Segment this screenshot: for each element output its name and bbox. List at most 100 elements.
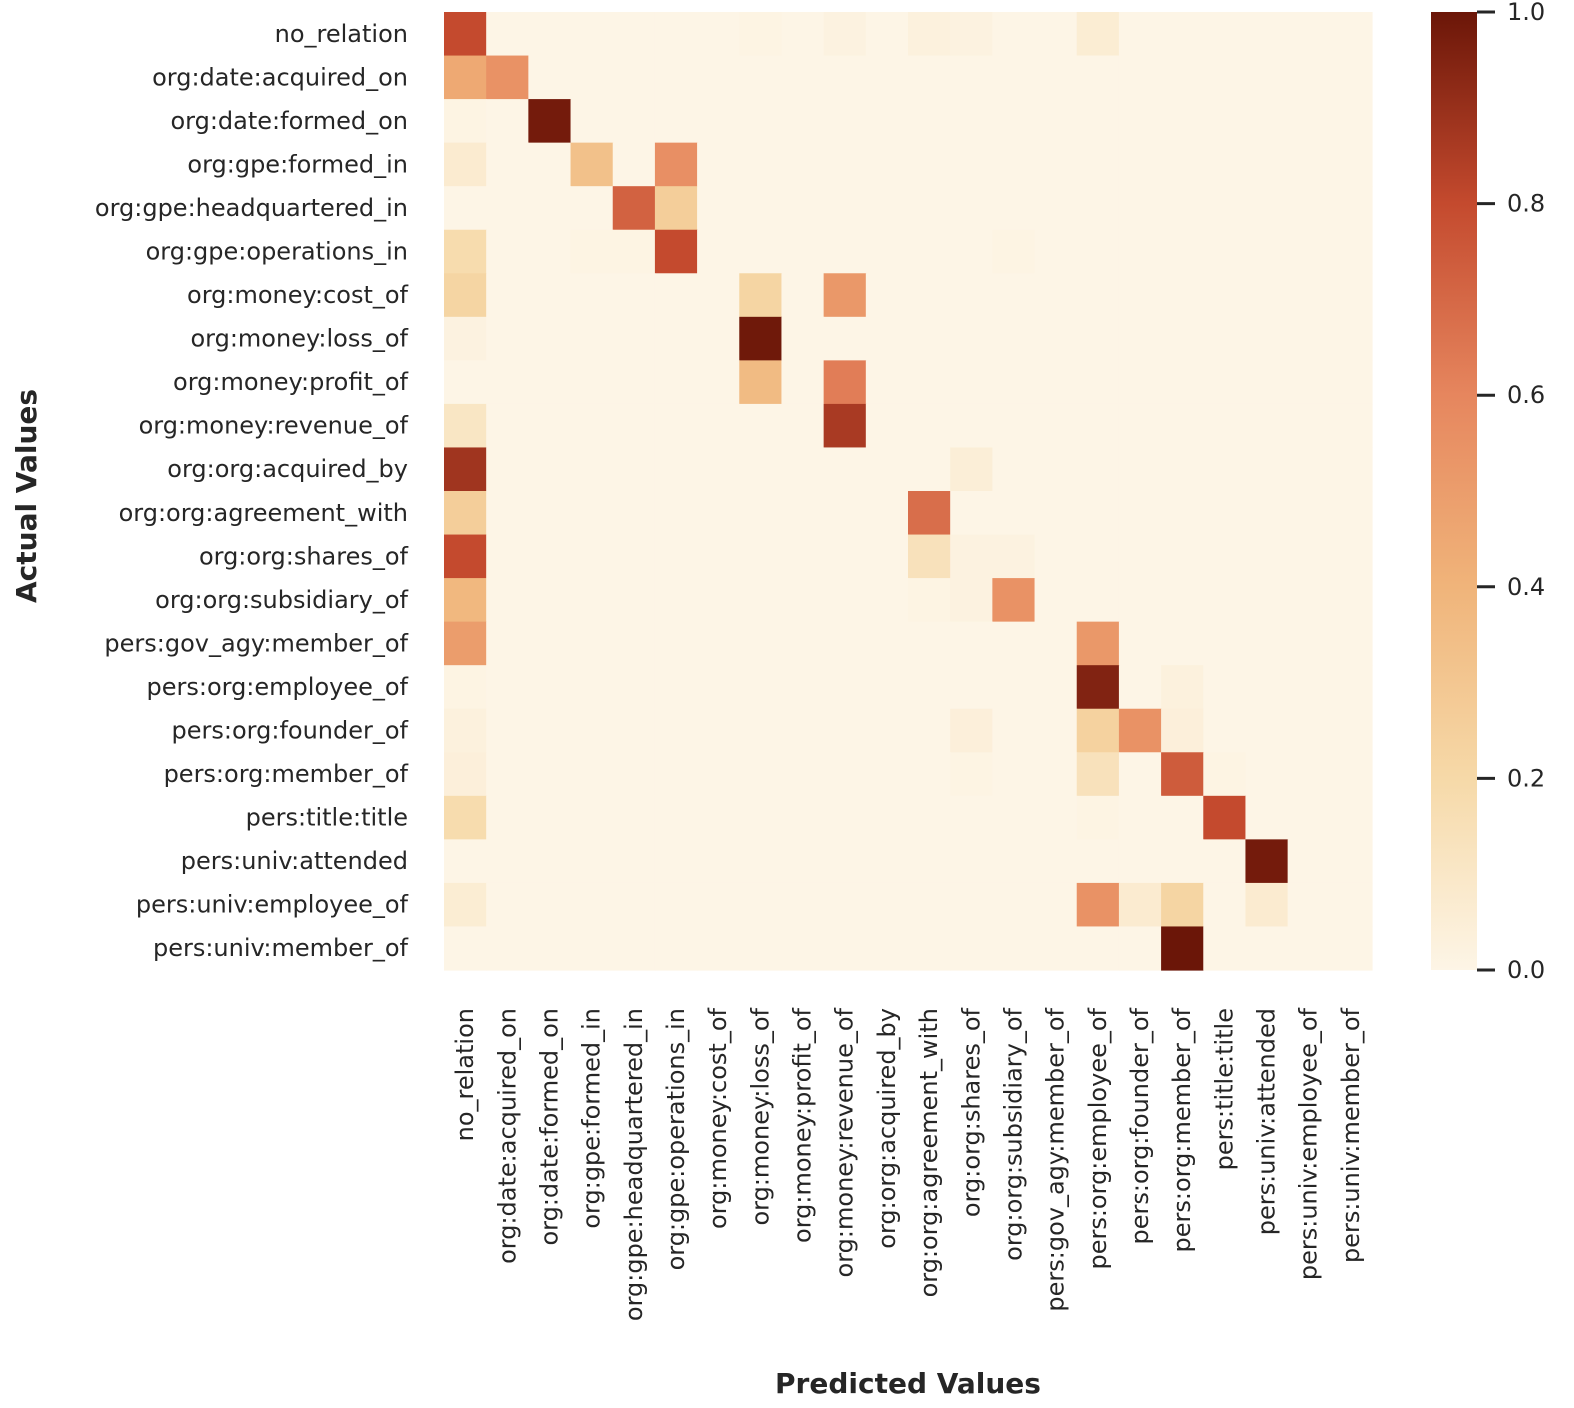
- y-tick-label: org:gpe:operations_in: [146, 238, 408, 266]
- heatmap-cell: [1076, 534, 1120, 579]
- heatmap-cell: [528, 795, 572, 840]
- heatmap-cell: [1245, 12, 1289, 57]
- heatmap-cell: [950, 534, 993, 579]
- heatmap-cell: [908, 55, 951, 100]
- heatmap-cell: [444, 316, 487, 361]
- heatmap-cell: [992, 447, 1036, 492]
- heatmap-cell: [781, 403, 825, 449]
- heatmap-cell: [697, 403, 740, 449]
- heatmap-cell: [1161, 621, 1204, 666]
- heatmap-cell: [1203, 926, 1247, 971]
- heatmap-cell: [654, 708, 698, 753]
- heatmap-cell: [697, 186, 740, 231]
- heatmap-cell: [486, 229, 529, 274]
- heatmap-cell: [444, 403, 487, 449]
- heatmap-cell: [1203, 229, 1247, 274]
- heatmap-cell: [1118, 491, 1162, 536]
- heatmap-cell: [865, 578, 909, 623]
- heatmap-cell: [697, 447, 740, 492]
- heatmap-cell: [1203, 447, 1247, 492]
- heatmap-cell: [1203, 839, 1247, 884]
- heatmap-cell: [1287, 795, 1331, 840]
- heatmap-cell: [1245, 360, 1289, 405]
- heatmap-cell: [654, 534, 698, 579]
- heatmap-cell: [781, 795, 825, 840]
- heatmap-cell: [739, 273, 783, 318]
- y-tick-label: no_relation: [275, 20, 408, 48]
- heatmap-cell: [1287, 665, 1331, 710]
- heatmap-cell: [528, 99, 572, 144]
- heatmap-cell: [570, 882, 614, 928]
- heatmap-cell: [1034, 99, 1078, 144]
- heatmap-cell: [781, 491, 825, 536]
- heatmap-cell: [865, 360, 909, 405]
- colorbar-tick-label: 0.6: [1507, 381, 1545, 409]
- heatmap-cell: [697, 839, 740, 884]
- heatmap-cell: [697, 708, 740, 753]
- x-tick-label: org:org:shares_of: [957, 1007, 985, 1217]
- heatmap-cell: [1287, 142, 1331, 187]
- heatmap-cell: [781, 186, 825, 231]
- heatmap-cell: [739, 99, 783, 144]
- heatmap-cell: [992, 578, 1036, 623]
- heatmap-cell: [1076, 142, 1120, 187]
- heatmap-cell: [950, 273, 993, 318]
- heatmap-cell: [823, 55, 867, 100]
- heatmap-cell: [1076, 839, 1120, 884]
- heatmap-cell: [823, 229, 867, 274]
- heatmap-cell: [612, 186, 656, 231]
- heatmap-cell: [781, 55, 825, 100]
- heatmap-cell: [865, 316, 909, 361]
- heatmap-cell: [444, 795, 487, 840]
- heatmap-cell: [1076, 99, 1120, 144]
- heatmap-cell: [908, 752, 951, 797]
- heatmap-cell: [1245, 795, 1289, 840]
- heatmap-cell: [1329, 99, 1373, 144]
- heatmap-cell: [1034, 447, 1078, 492]
- heatmap-cell: [865, 665, 909, 710]
- x-tick-label: org:org:subsidiary_of: [999, 1007, 1027, 1260]
- x-tick-label: org:money:revenue_of: [831, 1007, 859, 1277]
- heatmap-cell: [570, 708, 614, 753]
- heatmap-cell: [739, 708, 783, 753]
- heatmap-cell: [486, 926, 529, 971]
- heatmap-cell: [1329, 839, 1373, 884]
- heatmap-cell: [950, 752, 993, 797]
- heatmap-cell: [612, 882, 656, 928]
- heatmap-cell: [528, 926, 572, 971]
- heatmap-cell: [570, 795, 614, 840]
- heatmap-cell: [486, 534, 529, 579]
- heatmap-cell: [950, 447, 993, 492]
- heatmap-cell: [486, 708, 529, 753]
- heatmap-cell: [444, 621, 487, 666]
- heatmap-cell: [781, 12, 825, 57]
- heatmap-cell: [697, 795, 740, 840]
- heatmap-cell: [486, 12, 529, 57]
- heatmap-cell: [486, 839, 529, 884]
- heatmap-cell: [739, 665, 783, 710]
- heatmap-cell: [528, 621, 572, 666]
- heatmap-cell: [444, 55, 487, 100]
- heatmap-cell: [528, 186, 572, 231]
- heatmap-cell: [739, 578, 783, 623]
- heatmap-cell: [654, 142, 698, 187]
- heatmap-cell: [1287, 447, 1331, 492]
- heatmap-cell: [570, 491, 614, 536]
- y-tick-label: org:money:profit_of: [173, 368, 409, 396]
- heatmap-cell: [444, 491, 487, 536]
- heatmap-cell: [823, 186, 867, 231]
- y-tick-label: org:money:cost_of: [187, 281, 409, 309]
- heatmap-cell: [908, 665, 951, 710]
- heatmap-cell: [1287, 360, 1331, 405]
- heatmap-cell: [1161, 491, 1204, 536]
- heatmap-cell: [1203, 142, 1247, 187]
- heatmap-cell: [1118, 665, 1162, 710]
- heatmap-cell: [823, 665, 867, 710]
- colorbar-tick-label: 0.0: [1507, 956, 1545, 984]
- heatmap-cell: [570, 55, 614, 100]
- colorbar-tick-label: 0.4: [1507, 573, 1545, 601]
- heatmap-cell: [654, 665, 698, 710]
- x-tick-label: org:money:loss_of: [746, 1007, 774, 1225]
- x-tick-labels: no_relation org:date:acquired_on org:date:…: [451, 1007, 1365, 1321]
